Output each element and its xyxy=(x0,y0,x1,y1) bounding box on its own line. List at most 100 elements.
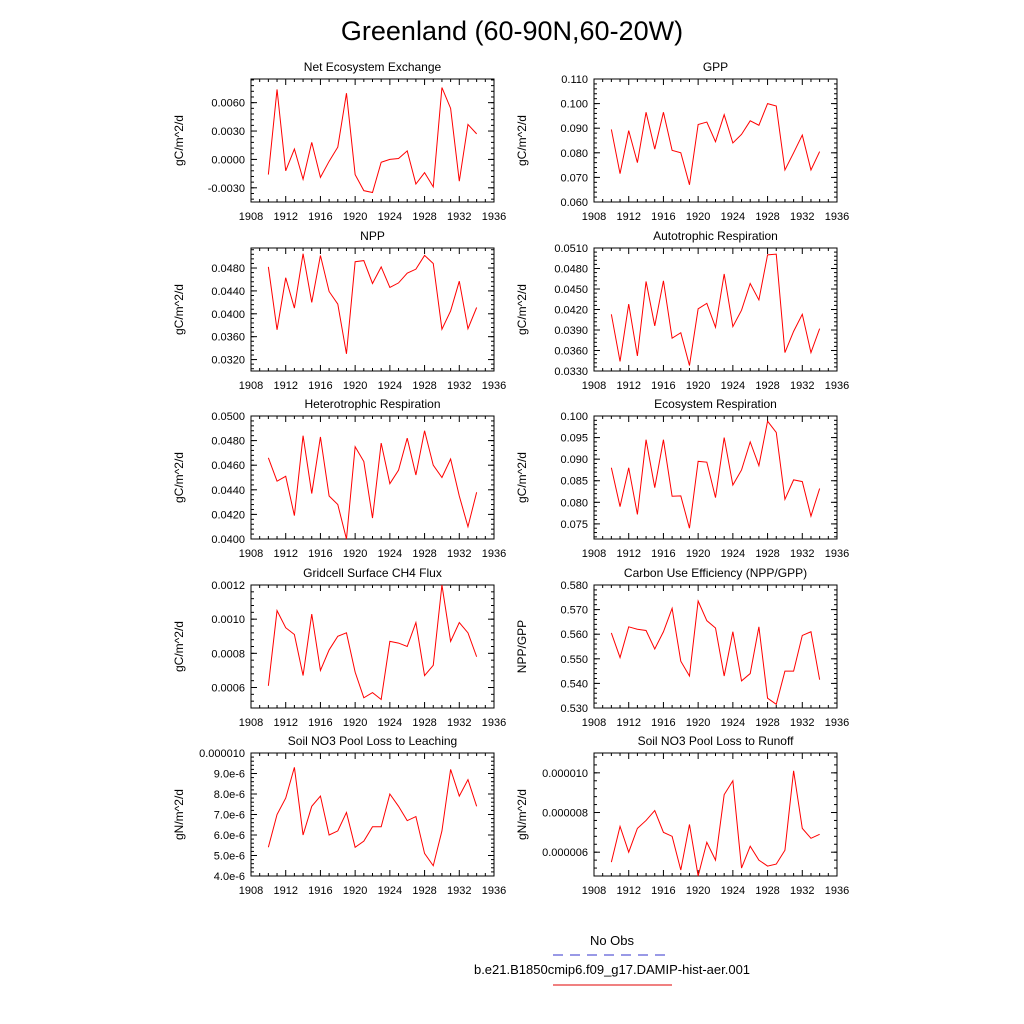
y-tick-label: 0.100 xyxy=(560,411,588,423)
x-tick-label: 1924 xyxy=(378,548,402,560)
y-axis-label: NPP/GPP xyxy=(515,620,529,673)
x-tick-label: 1924 xyxy=(721,211,745,223)
y-tick-label: 0.0440 xyxy=(211,485,245,497)
x-tick-label: 1916 xyxy=(308,717,332,729)
y-tick-label: 0.580 xyxy=(560,580,588,592)
y-tick-label: 0.070 xyxy=(560,172,588,184)
y-tick-label: 0.0030 xyxy=(211,126,245,138)
x-tick-label: 1928 xyxy=(755,380,779,392)
series-line xyxy=(267,430,478,540)
y-tick-label: 0.100 xyxy=(560,99,588,111)
x-tick-label: 1936 xyxy=(482,548,506,560)
y-tick-label: 0.540 xyxy=(560,678,588,690)
x-tick-label: 1916 xyxy=(308,211,332,223)
y-tick-label: 0.0460 xyxy=(211,460,245,472)
x-tick-label: 1928 xyxy=(412,380,436,392)
series-line xyxy=(610,102,821,185)
y-tick-label: 0.0480 xyxy=(211,436,245,448)
y-tick-label: 0.530 xyxy=(560,703,588,715)
x-tick-label: 1936 xyxy=(482,885,506,897)
series-line xyxy=(610,770,820,877)
x-tick-label: 1912 xyxy=(616,211,640,223)
y-tick-label: 0.0390 xyxy=(554,325,588,337)
x-tick-label: 1912 xyxy=(273,717,297,729)
y-tick-label: 0.560 xyxy=(560,629,588,641)
x-tick-label: 1912 xyxy=(616,717,640,729)
x-tick-label: 1928 xyxy=(412,211,436,223)
legend-label-1: b.e21.B1850cmip6.f09_g17.DAMIP-hist-aer.… xyxy=(474,962,750,977)
x-tick-label: 1908 xyxy=(582,548,606,560)
x-tick-label: 1920 xyxy=(343,380,367,392)
y-axis-label: gC/m^2/d xyxy=(172,452,186,503)
series-line xyxy=(610,599,821,706)
x-tick-label: 1912 xyxy=(273,380,297,392)
panel-title: Net Ecosystem Exchange xyxy=(304,60,442,74)
y-tick-label: 0.000010 xyxy=(542,768,588,780)
x-tick-label: 1924 xyxy=(721,717,745,729)
y-axis-label: gC/m^2/d xyxy=(515,115,529,166)
plot-frame xyxy=(250,584,495,709)
series-line xyxy=(267,87,478,194)
y-tick-label: 0.080 xyxy=(560,148,588,160)
x-tick-label: 1932 xyxy=(447,211,471,223)
series-line xyxy=(610,420,821,529)
x-tick-label: 1908 xyxy=(239,548,263,560)
x-tick-label: 1912 xyxy=(616,548,640,560)
x-tick-label: 1920 xyxy=(343,548,367,560)
x-tick-label: 1924 xyxy=(378,380,402,392)
x-tick-label: 1908 xyxy=(239,211,263,223)
y-tick-label: 0.0360 xyxy=(554,346,588,358)
plot-frame xyxy=(250,752,495,877)
x-tick-label: 1916 xyxy=(651,548,675,560)
x-tick-label: 1908 xyxy=(582,211,606,223)
panel-title: Soil NO3 Pool Loss to Leaching xyxy=(288,734,457,748)
x-tick-label: 1920 xyxy=(343,211,367,223)
panel-3: Autotrophic Respiration gC/m^2/d 1908 1912 1… xyxy=(515,229,849,392)
x-tick-label: 1920 xyxy=(686,211,710,223)
y-tick-label: 0.0400 xyxy=(211,534,245,546)
panel-title: Carbon Use Efficiency (NPP/GPP) xyxy=(624,566,807,580)
x-tick-label: 1932 xyxy=(790,211,814,223)
x-tick-label: 1932 xyxy=(447,885,471,897)
y-tick-label: 0.0012 xyxy=(211,580,245,592)
panel-title: Autotrophic Respiration xyxy=(653,229,778,243)
y-tick-label: 5.0e-6 xyxy=(214,851,245,863)
plot-frame xyxy=(250,78,495,203)
y-tick-label: 8.0e-6 xyxy=(214,789,245,801)
x-tick-label: 1936 xyxy=(825,211,849,223)
y-tick-label: 0.085 xyxy=(560,476,588,488)
plot-frame xyxy=(250,247,495,372)
x-tick-label: 1928 xyxy=(412,717,436,729)
x-tick-label: 1924 xyxy=(378,211,402,223)
x-tick-label: 1928 xyxy=(412,885,436,897)
x-tick-label: 1912 xyxy=(273,885,297,897)
x-tick-label: 1928 xyxy=(755,717,779,729)
x-tick-label: 1936 xyxy=(825,717,849,729)
panel-title: NPP xyxy=(360,229,385,243)
y-tick-label: 0.090 xyxy=(560,454,588,466)
panel-5: Ecosystem Respiration gC/m^2/d 1908 1912 191… xyxy=(515,397,849,560)
x-tick-label: 1908 xyxy=(582,717,606,729)
x-tick-label: 1916 xyxy=(308,380,332,392)
x-tick-label: 1920 xyxy=(686,380,710,392)
figure-title: Greenland (60-90N,60-20W) xyxy=(341,16,683,46)
x-tick-label: 1916 xyxy=(651,885,675,897)
x-tick-label: 1920 xyxy=(686,717,710,729)
x-tick-label: 1932 xyxy=(790,717,814,729)
x-tick-label: 1924 xyxy=(721,380,745,392)
legend: No Obs b.e21.B1850cmip6.f09_g17.DAMIP-hi… xyxy=(474,933,750,986)
x-tick-label: 1924 xyxy=(378,885,402,897)
plot-frame xyxy=(593,247,838,372)
x-tick-label: 1932 xyxy=(447,548,471,560)
x-tick-label: 1912 xyxy=(616,885,640,897)
legend-label-0: No Obs xyxy=(590,933,635,948)
y-tick-label: -0.0030 xyxy=(208,183,245,195)
x-tick-label: 1932 xyxy=(447,717,471,729)
panel-title: GPP xyxy=(703,60,728,74)
series-line xyxy=(610,253,821,366)
x-tick-label: 1924 xyxy=(721,548,745,560)
panel-1: GPP gC/m^2/d 1908 1912 1916 1920 1924 1928 1932 1… xyxy=(515,60,849,223)
x-tick-label: 1916 xyxy=(308,548,332,560)
y-tick-label: 9.0e-6 xyxy=(214,769,245,781)
